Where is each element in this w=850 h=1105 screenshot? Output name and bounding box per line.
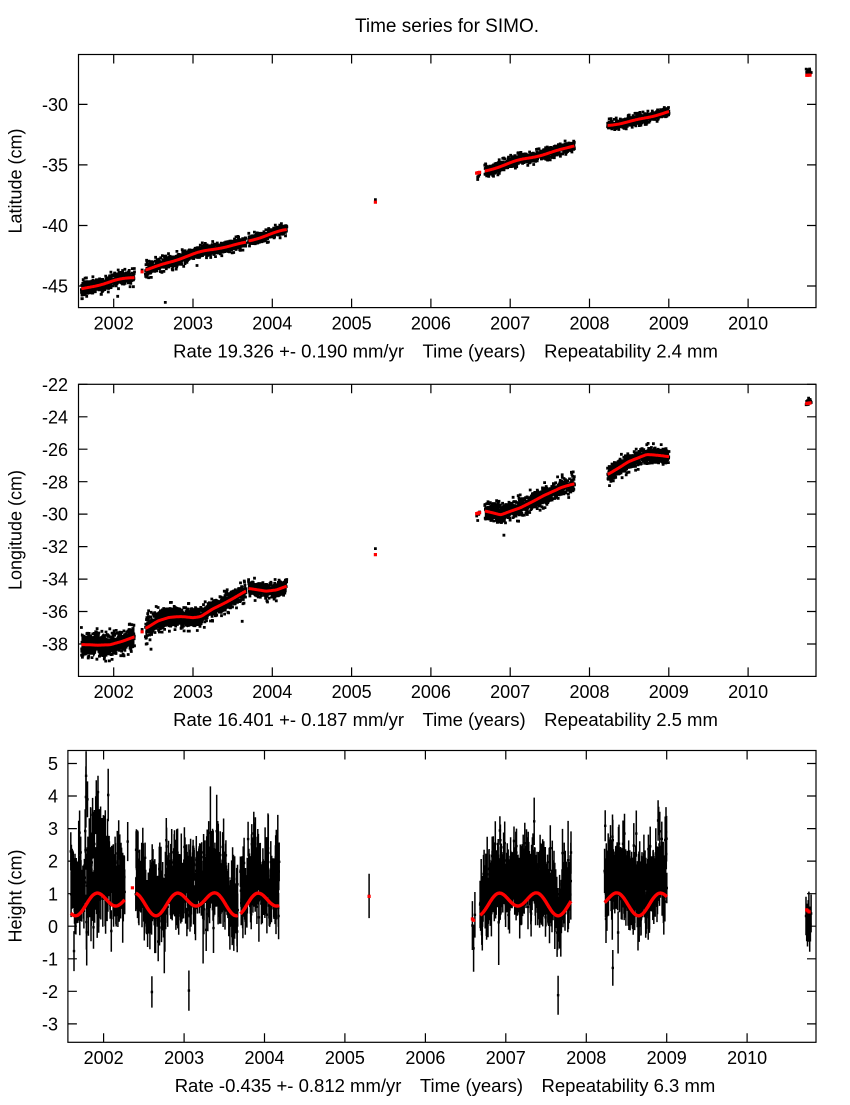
- svg-text:-38: -38: [42, 635, 68, 655]
- svg-text:2003: 2003: [173, 682, 213, 702]
- svg-text:2005: 2005: [325, 1048, 365, 1068]
- svg-text:2009: 2009: [649, 682, 689, 702]
- svg-text:2005: 2005: [332, 313, 372, 333]
- svg-text:2003: 2003: [173, 313, 213, 333]
- svg-text:0: 0: [48, 917, 58, 937]
- svg-text:-2: -2: [42, 982, 58, 1002]
- svg-text:2002: 2002: [94, 682, 134, 702]
- svg-text:Latitude (cm): Latitude (cm): [6, 128, 26, 233]
- svg-text:-45: -45: [42, 277, 68, 297]
- svg-text:2007: 2007: [490, 682, 530, 702]
- svg-text:5: 5: [48, 754, 58, 774]
- svg-text:2008: 2008: [569, 682, 609, 702]
- svg-text:2007: 2007: [486, 1048, 526, 1068]
- svg-text:2010: 2010: [728, 682, 768, 702]
- svg-text:-32: -32: [42, 537, 68, 557]
- svg-text:2002: 2002: [84, 1048, 124, 1068]
- svg-text:Rate 16.401 +- 0.187 mm/yr Ti: Rate 16.401 +- 0.187 mm/yr Time (years) …: [173, 709, 718, 730]
- svg-text:-3: -3: [42, 1015, 58, 1035]
- svg-text:-35: -35: [42, 156, 68, 176]
- svg-text:2009: 2009: [649, 313, 689, 333]
- svg-text:2009: 2009: [647, 1048, 687, 1068]
- svg-text:2005: 2005: [332, 682, 372, 702]
- svg-text:-40: -40: [42, 216, 68, 236]
- svg-text:2008: 2008: [566, 1048, 606, 1068]
- svg-text:2006: 2006: [411, 313, 451, 333]
- svg-text:2007: 2007: [490, 313, 530, 333]
- svg-text:4: 4: [48, 787, 58, 807]
- svg-text:-36: -36: [42, 602, 68, 622]
- svg-text:2008: 2008: [569, 313, 609, 333]
- svg-text:2006: 2006: [405, 1048, 445, 1068]
- svg-text:Rate 19.326 +- 0.190 mm/yr Ti: Rate 19.326 +- 0.190 mm/yr Time (years) …: [173, 340, 718, 361]
- svg-text:3: 3: [48, 819, 58, 839]
- svg-text:2004: 2004: [252, 682, 292, 702]
- svg-text:-30: -30: [42, 95, 68, 115]
- svg-text:Longitude (cm): Longitude (cm): [6, 470, 26, 590]
- svg-text:2004: 2004: [244, 1048, 284, 1068]
- svg-text:-1: -1: [42, 949, 58, 969]
- svg-text:2003: 2003: [164, 1048, 204, 1068]
- svg-text:2004: 2004: [252, 313, 292, 333]
- svg-text:-26: -26: [42, 440, 68, 460]
- svg-text:2010: 2010: [728, 313, 768, 333]
- svg-text:2010: 2010: [727, 1048, 767, 1068]
- svg-text:Rate -0.435 +- 0.812 mm/yr Ti: Rate -0.435 +- 0.812 mm/yr Time (years) …: [175, 1075, 716, 1096]
- svg-text:2: 2: [48, 852, 58, 872]
- svg-text:-24: -24: [42, 407, 68, 427]
- svg-text:1: 1: [48, 884, 58, 904]
- svg-text:Height (cm): Height (cm): [6, 849, 26, 942]
- svg-text:-28: -28: [42, 472, 68, 492]
- svg-text:Time series for SIMO.: Time series for SIMO.: [355, 16, 539, 37]
- svg-text:-30: -30: [42, 505, 68, 525]
- svg-text:-34: -34: [42, 570, 68, 590]
- svg-text:2006: 2006: [411, 682, 451, 702]
- svg-text:-22: -22: [42, 375, 68, 395]
- svg-text:2002: 2002: [94, 313, 134, 333]
